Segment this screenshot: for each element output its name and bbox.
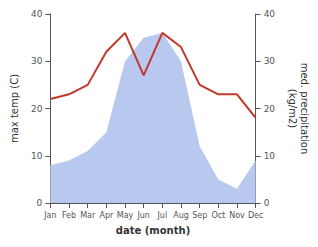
- svg-text:0: 0: [264, 198, 270, 208]
- svg-text:Oct: Oct: [211, 211, 225, 220]
- svg-text:Nov: Nov: [229, 211, 245, 220]
- svg-text:10: 10: [31, 151, 43, 161]
- svg-text:med. precipitation: med. precipitation: [299, 63, 310, 155]
- svg-text:Jun: Jun: [136, 211, 150, 220]
- svg-text:Jan: Jan: [43, 211, 56, 220]
- svg-text:Apr: Apr: [99, 211, 114, 220]
- svg-text:Aug: Aug: [173, 211, 189, 220]
- svg-text:Feb: Feb: [62, 211, 76, 220]
- svg-text:May: May: [117, 211, 134, 220]
- svg-text:max temp (C): max temp (C): [9, 74, 20, 143]
- svg-text:date (month): date (month): [116, 225, 190, 236]
- svg-text:20: 20: [264, 104, 276, 114]
- svg-text:(kg/m2): (kg/m2): [287, 89, 298, 129]
- svg-text:40: 40: [264, 9, 276, 19]
- svg-text:10: 10: [264, 151, 276, 161]
- svg-text:Mar: Mar: [80, 211, 96, 220]
- svg-text:20: 20: [31, 104, 43, 114]
- svg-text:Sep: Sep: [192, 211, 207, 220]
- svg-text:Dec: Dec: [248, 211, 263, 220]
- svg-text:0: 0: [37, 198, 43, 208]
- svg-text:Jul: Jul: [157, 211, 168, 220]
- svg-text:30: 30: [31, 56, 43, 66]
- svg-text:30: 30: [264, 56, 276, 66]
- svg-text:40: 40: [31, 9, 43, 19]
